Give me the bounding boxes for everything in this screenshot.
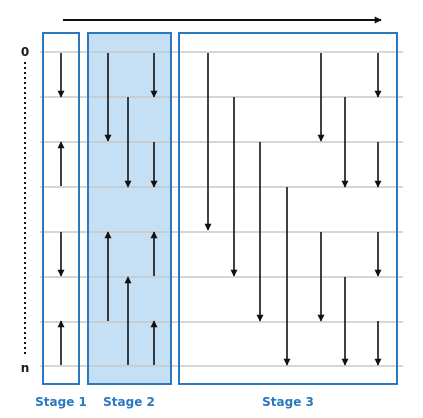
row-lines: [40, 51, 403, 367]
stage-2-fill: [88, 33, 171, 384]
comparator-arrows: [57, 53, 382, 366]
stage-2-label: Stage 2: [103, 395, 155, 409]
row-label-top: 0: [21, 45, 29, 59]
stage-3-box: [178, 32, 398, 385]
stage-3-label: Stage 3: [262, 395, 314, 409]
stage-2-box: [87, 32, 172, 385]
row-label-bottom: n: [21, 361, 30, 375]
stage-1-label: Stage 1: [35, 395, 87, 409]
stage-1-box: [42, 32, 80, 385]
